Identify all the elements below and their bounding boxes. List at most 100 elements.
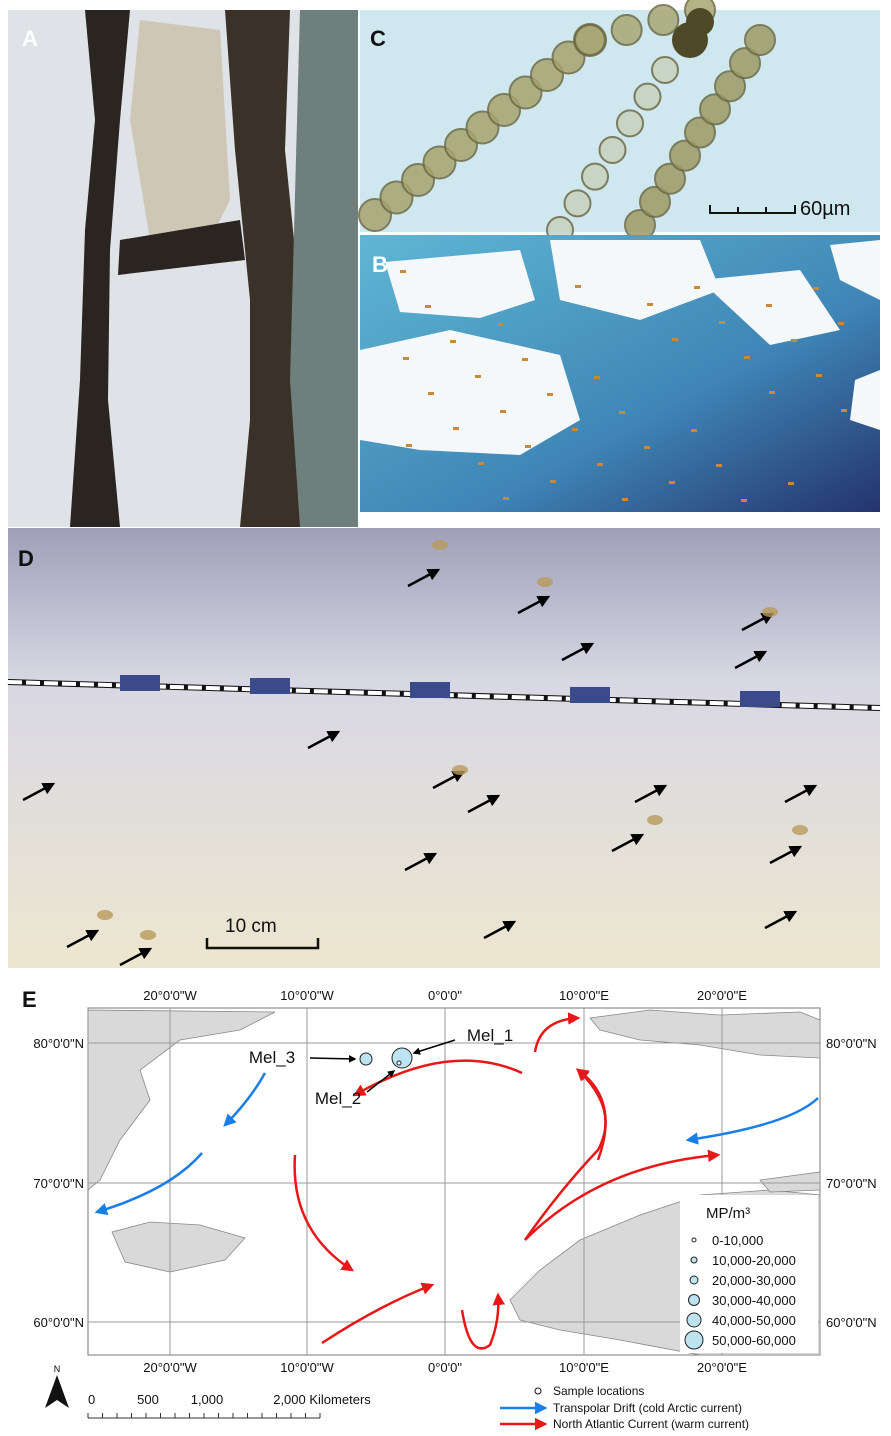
algae-clump bbox=[594, 376, 600, 379]
algae-clump bbox=[522, 358, 528, 361]
legend-label: 10,000-20,000 bbox=[712, 1253, 796, 1268]
algae-clump bbox=[403, 357, 409, 360]
scale-label: 2,000 Kilometers bbox=[273, 1392, 371, 1407]
legend-symbol bbox=[692, 1238, 696, 1242]
legend-label: 0-10,000 bbox=[712, 1233, 763, 1248]
legend-symbol bbox=[687, 1313, 701, 1327]
water bbox=[290, 10, 358, 527]
algae-clump bbox=[766, 304, 772, 307]
legend-label: 50,000-60,000 bbox=[712, 1333, 796, 1348]
north-label: N bbox=[54, 1364, 61, 1374]
lat-label: 80°0'0"N bbox=[33, 1036, 84, 1051]
debris bbox=[647, 815, 663, 825]
site-label: Mel_2 bbox=[315, 1089, 361, 1108]
debris bbox=[432, 540, 448, 550]
key-symbol bbox=[535, 1388, 541, 1394]
algae-clump bbox=[453, 427, 459, 430]
key-label: North Atlantic Current (warm current) bbox=[553, 1417, 749, 1431]
algae-clump bbox=[691, 429, 697, 432]
algae-clump bbox=[478, 462, 484, 465]
algae-clump bbox=[619, 411, 625, 414]
algae-clump bbox=[647, 303, 653, 306]
site-label: Mel_1 bbox=[467, 1026, 513, 1045]
scale-label: 500 bbox=[137, 1392, 159, 1407]
debris bbox=[537, 577, 553, 587]
site-label: Mel_3 bbox=[249, 1048, 295, 1067]
photo-d bbox=[8, 528, 880, 968]
leader bbox=[310, 1058, 355, 1059]
panel-label: C bbox=[370, 26, 386, 51]
algae-clump bbox=[813, 287, 819, 290]
key-label: Sample locations bbox=[553, 1384, 644, 1398]
algae-clump bbox=[550, 480, 556, 483]
legend-symbol bbox=[691, 1257, 697, 1263]
lon-label: 0°0'0" bbox=[428, 1360, 462, 1375]
ruler-clamp bbox=[570, 687, 610, 703]
lon-label: 10°0'0"E bbox=[559, 1360, 609, 1375]
lon-label: 0°0'0" bbox=[428, 988, 462, 1003]
ruler-clamp bbox=[120, 675, 160, 691]
legend-symbol bbox=[689, 1295, 700, 1306]
algae-clump bbox=[525, 445, 531, 448]
diatom-cell bbox=[686, 8, 714, 36]
panel-label: D bbox=[18, 546, 34, 571]
algae-clump bbox=[672, 338, 678, 341]
lat-label: 70°0'0"N bbox=[33, 1176, 84, 1191]
algae-clump bbox=[428, 392, 434, 395]
lon-label: 10°0'0"E bbox=[559, 988, 609, 1003]
site-marker bbox=[392, 1048, 412, 1068]
site-marker bbox=[360, 1053, 372, 1065]
diatom-cell bbox=[617, 110, 643, 136]
lon-label: 20°0'0"E bbox=[697, 1360, 747, 1375]
debris bbox=[140, 930, 156, 940]
lon-label: 20°0'0"W bbox=[143, 988, 197, 1003]
legend-label: 30,000-40,000 bbox=[712, 1293, 796, 1308]
algae-clump bbox=[400, 270, 406, 273]
panel-label: B bbox=[372, 252, 388, 277]
debris bbox=[792, 825, 808, 835]
lon-label: 10°0'0"W bbox=[280, 1360, 334, 1375]
algae-clump bbox=[741, 499, 747, 502]
algae-clump bbox=[575, 285, 581, 288]
algae-clump bbox=[572, 428, 578, 431]
debris bbox=[452, 765, 468, 775]
north-arrow bbox=[45, 1375, 69, 1408]
algae-clump bbox=[719, 321, 725, 324]
key-label: Transpolar Drift (cold Arctic current) bbox=[553, 1401, 742, 1415]
algae-clump bbox=[475, 375, 481, 378]
lat-label: 60°0'0"N bbox=[826, 1315, 877, 1330]
algae-clump bbox=[816, 374, 822, 377]
legend-symbol bbox=[690, 1276, 698, 1284]
figure: 20°0'0"W20°0'0"W10°0'0"W10°0'0"W0°0'0"0°… bbox=[0, 0, 891, 1436]
diatom-cell bbox=[612, 15, 642, 45]
diatom-cell bbox=[635, 84, 661, 110]
scale-label: 0 bbox=[88, 1392, 95, 1407]
lat-label: 70°0'0"N bbox=[826, 1176, 877, 1191]
algae-clump bbox=[669, 481, 675, 484]
algae-clump bbox=[744, 356, 750, 359]
lon-label: 20°0'0"W bbox=[143, 1360, 197, 1375]
algae-clump bbox=[547, 393, 553, 396]
algae-clump bbox=[406, 444, 412, 447]
legend-title: MP/m³ bbox=[706, 1205, 750, 1222]
algae-clump bbox=[450, 340, 456, 343]
algae-clump bbox=[644, 446, 650, 449]
debris bbox=[97, 910, 113, 920]
diatom-cell bbox=[565, 190, 591, 216]
algae-clump bbox=[769, 391, 775, 394]
panel-label: A bbox=[22, 26, 38, 51]
algae-clump bbox=[597, 463, 603, 466]
lat-label: 60°0'0"N bbox=[33, 1315, 84, 1330]
algae-clump bbox=[838, 322, 844, 325]
legend-symbol bbox=[685, 1331, 703, 1349]
legend-label: 40,000-50,000 bbox=[712, 1313, 796, 1328]
ruler-clamp bbox=[250, 678, 290, 694]
scale-label: 60µm bbox=[800, 198, 850, 220]
algae-clump bbox=[694, 286, 700, 289]
panel-label: E bbox=[22, 987, 37, 1012]
diatom-cell bbox=[575, 25, 605, 55]
algae-clump bbox=[622, 498, 628, 501]
diatom-cell bbox=[652, 57, 678, 83]
diatom-cell bbox=[648, 5, 678, 35]
debris bbox=[762, 607, 778, 617]
